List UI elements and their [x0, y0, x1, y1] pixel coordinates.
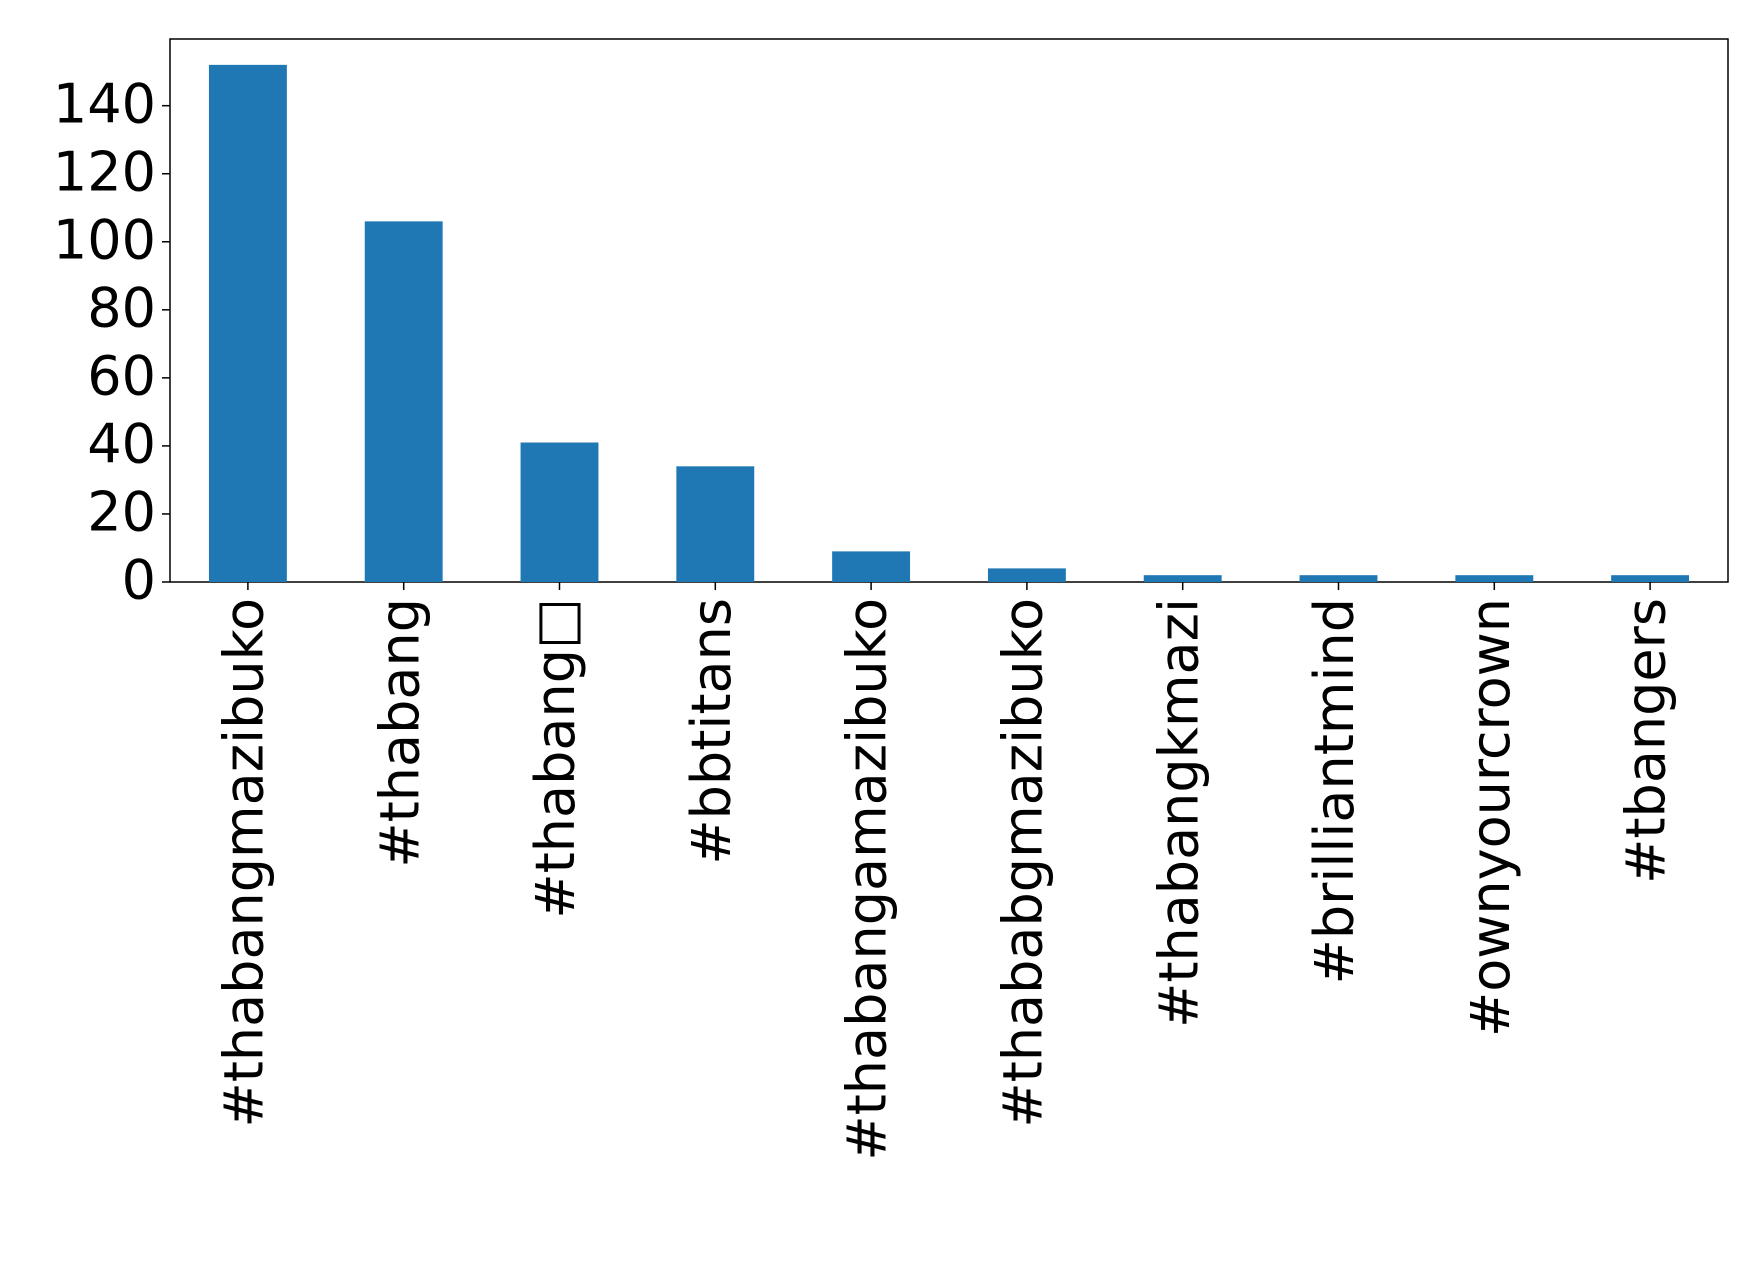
bar [1143, 575, 1222, 582]
bar [208, 64, 287, 583]
bar [364, 221, 443, 582]
bar [1455, 575, 1534, 582]
bar [987, 568, 1066, 582]
x-tick-label: #brilliantmind [1303, 598, 1366, 984]
x-tick-label: #thabang [368, 598, 431, 868]
bar [1611, 575, 1690, 582]
x-tick-label: #bbtitans [680, 598, 743, 865]
y-tick-label: 120 [53, 140, 156, 203]
y-tick-label: 20 [87, 481, 156, 544]
x-tick-label: #thabangmazibuko [213, 598, 276, 1128]
bar [832, 551, 911, 582]
y-tick-label: 140 [53, 72, 156, 135]
y-tick-label: 80 [87, 276, 156, 339]
x-tick-label: #thababgmazibuko [992, 598, 1055, 1128]
y-tick-label: 60 [87, 345, 156, 408]
x-tick-label: #thabang□ [524, 598, 587, 919]
x-tick-label: #thabangamazibuko [836, 598, 899, 1161]
y-tick-label: 40 [87, 413, 156, 476]
x-tick-label: #tbangers [1615, 598, 1678, 884]
y-tick-label: 0 [122, 549, 156, 612]
y-tick-label: 100 [53, 208, 156, 271]
x-tick-label: #ownyourcrown [1459, 598, 1522, 1037]
x-tick-label: #thabangkmazi [1147, 598, 1210, 1028]
bar [520, 442, 599, 582]
bar [1299, 575, 1378, 582]
bar [676, 466, 755, 582]
